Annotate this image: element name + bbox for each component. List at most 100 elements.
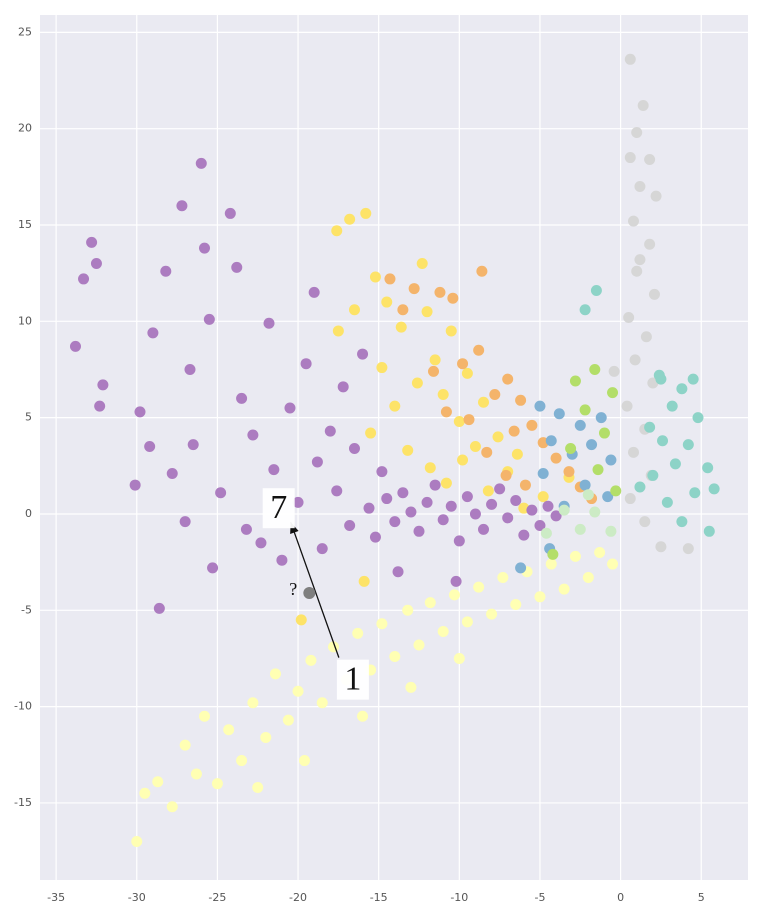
point bbox=[69, 340, 81, 352]
point bbox=[579, 304, 591, 316]
point bbox=[437, 625, 449, 637]
x-tick-label: 5 bbox=[698, 891, 705, 904]
y-tick-label: 20 bbox=[18, 122, 32, 135]
point bbox=[376, 466, 388, 478]
point bbox=[595, 412, 607, 424]
point bbox=[236, 755, 248, 767]
point bbox=[429, 354, 441, 366]
point bbox=[489, 389, 501, 401]
point bbox=[627, 446, 639, 458]
point bbox=[129, 479, 141, 491]
point bbox=[579, 479, 591, 491]
y-tick-label: 5 bbox=[25, 411, 32, 424]
point bbox=[519, 479, 531, 491]
point bbox=[166, 801, 178, 813]
point bbox=[537, 491, 549, 503]
point bbox=[574, 419, 586, 431]
point bbox=[424, 462, 436, 474]
point bbox=[413, 639, 425, 651]
point bbox=[184, 363, 196, 375]
point bbox=[666, 400, 678, 412]
point bbox=[252, 782, 264, 794]
point bbox=[602, 491, 614, 503]
point bbox=[231, 261, 243, 273]
digit-box bbox=[262, 488, 295, 529]
point bbox=[78, 273, 90, 285]
x-tick-label: -25 bbox=[208, 891, 226, 904]
point bbox=[292, 496, 304, 508]
point bbox=[629, 354, 641, 366]
point bbox=[429, 479, 441, 491]
point bbox=[440, 477, 452, 489]
point bbox=[589, 506, 601, 518]
point bbox=[369, 531, 381, 543]
point bbox=[582, 489, 594, 501]
point bbox=[542, 500, 554, 512]
point bbox=[574, 523, 586, 535]
point bbox=[624, 53, 636, 65]
point bbox=[550, 452, 562, 464]
point bbox=[260, 731, 272, 743]
point bbox=[586, 439, 598, 451]
point bbox=[397, 487, 409, 499]
point bbox=[199, 710, 211, 722]
point bbox=[395, 321, 407, 333]
point bbox=[224, 207, 236, 219]
point bbox=[160, 265, 172, 277]
x-tick-label: -15 bbox=[370, 891, 388, 904]
query-point bbox=[303, 586, 316, 599]
point bbox=[526, 419, 538, 431]
y-tick-label: 10 bbox=[18, 314, 32, 327]
point bbox=[553, 408, 565, 420]
point bbox=[389, 651, 401, 663]
point bbox=[537, 468, 549, 480]
point bbox=[331, 485, 343, 497]
point bbox=[702, 462, 714, 474]
point bbox=[421, 306, 433, 318]
point bbox=[478, 523, 490, 535]
point bbox=[384, 273, 396, 285]
point bbox=[492, 431, 504, 443]
point bbox=[437, 514, 449, 526]
point bbox=[276, 554, 288, 566]
point bbox=[284, 402, 296, 414]
point bbox=[255, 537, 267, 549]
point bbox=[344, 213, 356, 225]
point bbox=[411, 377, 423, 389]
x-tick-label: 0 bbox=[617, 891, 624, 904]
point bbox=[682, 543, 694, 555]
y-tick-label: -5 bbox=[21, 603, 32, 616]
query-label: ? bbox=[289, 579, 297, 599]
point bbox=[90, 258, 102, 270]
point bbox=[445, 325, 457, 337]
point bbox=[510, 494, 522, 506]
point bbox=[360, 207, 372, 219]
point bbox=[624, 493, 636, 505]
point bbox=[308, 286, 320, 298]
point bbox=[640, 331, 652, 343]
point bbox=[621, 400, 633, 412]
point bbox=[405, 681, 417, 693]
point bbox=[605, 525, 617, 537]
point bbox=[332, 325, 344, 337]
point bbox=[316, 543, 328, 555]
point bbox=[434, 286, 446, 298]
point bbox=[592, 464, 604, 476]
point bbox=[661, 496, 673, 508]
point bbox=[247, 697, 259, 709]
point bbox=[139, 787, 151, 799]
point bbox=[416, 258, 428, 270]
point bbox=[337, 381, 349, 393]
y-tick-label: 15 bbox=[18, 218, 32, 231]
point bbox=[144, 441, 156, 453]
point bbox=[486, 608, 498, 620]
y-tick-label: 25 bbox=[18, 25, 32, 38]
point bbox=[508, 425, 520, 437]
point bbox=[324, 425, 336, 437]
point bbox=[440, 406, 452, 418]
point bbox=[176, 200, 188, 212]
point bbox=[610, 485, 622, 497]
point bbox=[311, 456, 323, 468]
point bbox=[358, 575, 370, 587]
